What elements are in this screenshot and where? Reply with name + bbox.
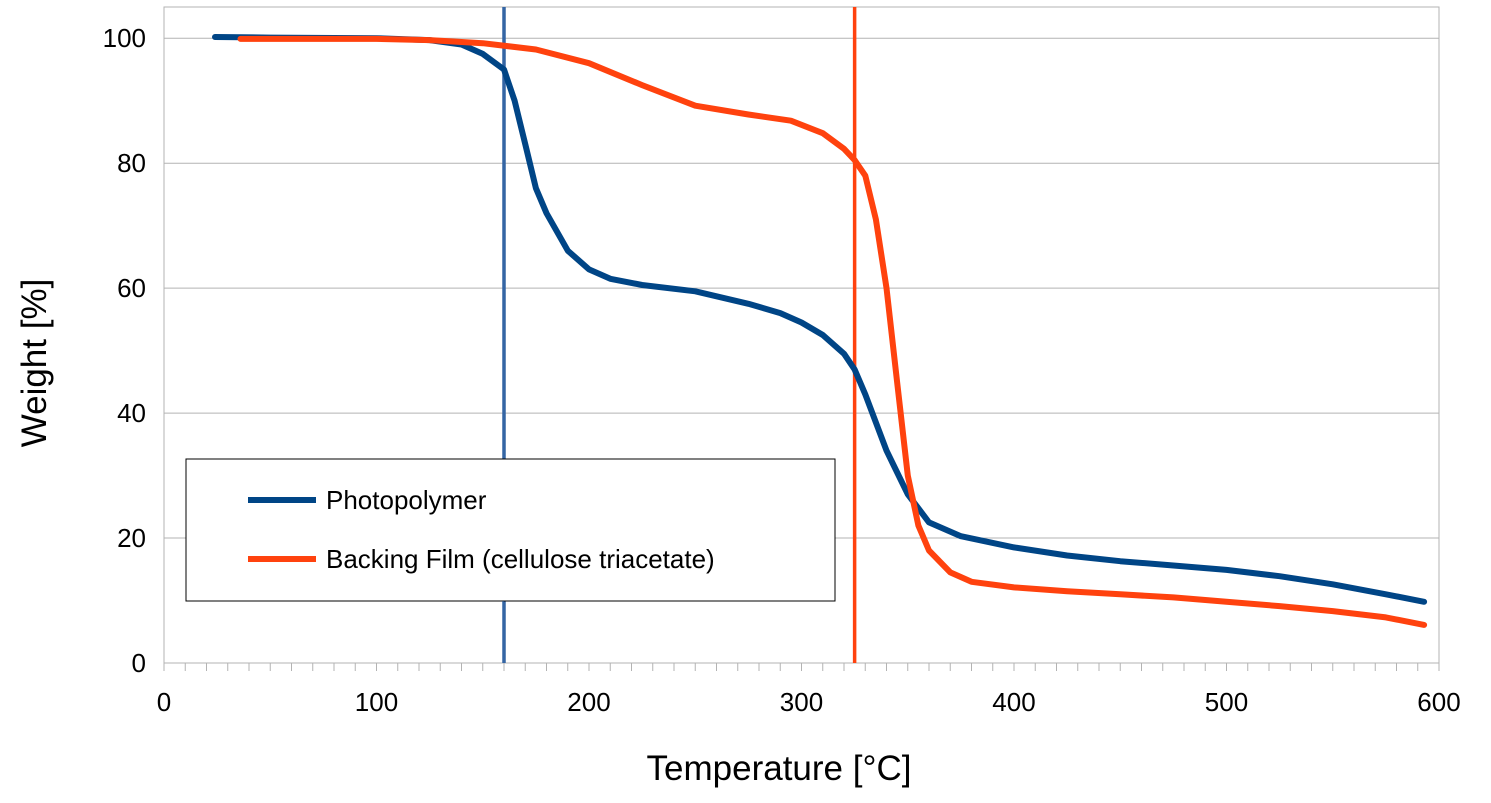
y-axis-title: Weight [%] [15, 279, 54, 448]
y-tick-label: 20 [117, 523, 146, 553]
y-tick-label: 40 [117, 398, 146, 428]
series-lines [212, 34, 1428, 628]
x-tick-label: 0 [157, 687, 171, 717]
series-line-photopolymer [212, 34, 1428, 605]
y-tick-label: 100 [103, 23, 146, 53]
x-tick-label: 500 [1205, 687, 1248, 717]
x-axis: 0 100 200 300 400 500 600 [157, 662, 1461, 717]
y-tick-label: 80 [117, 148, 146, 178]
x-axis-title: Temperature [°C] [647, 749, 912, 788]
x-tick-label: 300 [780, 687, 823, 717]
x-tick-label: 400 [992, 687, 1035, 717]
x-tick-label: 100 [355, 687, 398, 717]
y-tick-label: 60 [117, 273, 146, 303]
series-line-backing-film [237, 35, 1428, 628]
legend-label: Backing Film (cellulose triacetate) [326, 544, 715, 574]
legend: Photopolymer Backing Film (cellulose tria… [185, 458, 836, 663]
legend-box [185, 458, 836, 602]
y-axis: 0 20 40 60 80 100 [103, 23, 146, 678]
x-tick-label: 600 [1417, 687, 1460, 717]
y-tick-label: 0 [132, 648, 146, 678]
legend-label: Photopolymer [326, 485, 487, 515]
x-tick-label: 200 [567, 687, 610, 717]
